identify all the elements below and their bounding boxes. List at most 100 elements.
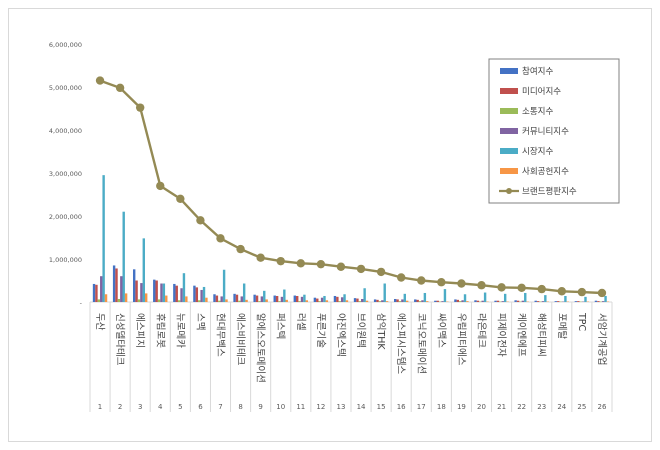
rank-label: 8 xyxy=(238,403,242,411)
line-point xyxy=(316,259,326,269)
bar-미디어지수 xyxy=(235,294,239,302)
bar-참여지수 xyxy=(293,295,297,302)
bar-layer xyxy=(92,175,610,302)
bar-사회공헌지수 xyxy=(225,299,228,302)
bar-참여지수 xyxy=(92,283,96,302)
y-tick-label: 1,000,000 xyxy=(49,256,82,264)
legend-label: 시장지수 xyxy=(522,146,553,157)
bar-커뮤니티지수 xyxy=(240,296,243,302)
legend-label: 사회공헌지수 xyxy=(522,167,569,177)
legend-swatch xyxy=(500,108,518,114)
rank-label: 6 xyxy=(198,403,203,411)
bar-소통지수 xyxy=(278,301,281,302)
rank-label: 25 xyxy=(577,403,586,411)
bar-시장지수 xyxy=(242,283,246,302)
bar-사회공헌지수 xyxy=(205,297,208,302)
category-label: 싸이맥스 xyxy=(435,313,446,348)
bar-커뮤니티지수 xyxy=(300,296,304,302)
bar-사회공헌지수 xyxy=(365,300,369,302)
category-label: 피제이전자 xyxy=(496,313,507,357)
rank-label: 20 xyxy=(477,403,486,411)
bar-참여지수 xyxy=(313,297,317,302)
legend-label: 참여지수 xyxy=(522,66,553,77)
bar-사회공헌지수 xyxy=(185,296,188,302)
bar-커뮤니티지수 xyxy=(501,301,504,302)
bar-사회공헌지수 xyxy=(265,299,268,302)
category-label: 아진엑스텍 xyxy=(335,313,347,357)
category-label: 에스비비테크 xyxy=(235,313,246,366)
bar-참여지수 xyxy=(514,300,517,302)
line-point xyxy=(236,244,245,254)
bar-커뮤니티지수 xyxy=(260,296,264,302)
category-label: 포메탈 xyxy=(556,313,568,339)
category-label: 에스피시스템스 xyxy=(395,313,407,374)
bar-참여지수 xyxy=(173,283,176,302)
bar-참여지수 xyxy=(494,300,497,302)
rank-label: 7 xyxy=(218,403,222,411)
bar-커뮤니티지수 xyxy=(421,300,424,302)
rank-label: 26 xyxy=(598,403,607,411)
line-point xyxy=(437,278,446,287)
bar-미디어지수 xyxy=(597,301,600,302)
bar-참여지수 xyxy=(112,265,116,302)
legend-label: 소통지수 xyxy=(522,107,553,117)
bar-미디어지수 xyxy=(255,295,259,302)
bar-참여지수 xyxy=(393,298,397,302)
line-point xyxy=(597,288,607,298)
y-tick-label: 5,000,000 xyxy=(49,84,82,92)
category-label: 알에스오토메이션 xyxy=(255,313,266,383)
bar-참여지수 xyxy=(434,300,437,302)
bar-커뮤니티지수 xyxy=(140,283,143,302)
category-label: 서암기계공업 xyxy=(596,313,608,365)
bar-참여지수 xyxy=(454,299,457,302)
y-tick-label: 6,000,000 xyxy=(49,41,82,49)
category-label: 에스피지 xyxy=(134,313,145,348)
bar-커뮤니티지수 xyxy=(521,300,525,302)
y-tick-label: 3,000,000 xyxy=(49,170,82,178)
bar-미디어지수 xyxy=(275,295,279,302)
bar-커뮤니티지수 xyxy=(361,298,364,302)
bar-소통지수 xyxy=(258,301,261,302)
bar-사회공헌지수 xyxy=(144,293,148,302)
bar-커뮤니티지수 xyxy=(481,300,484,302)
line-point xyxy=(336,262,346,271)
rank-label: 19 xyxy=(457,403,466,411)
bar-사회공헌지수 xyxy=(165,295,168,302)
bar-참여지수 xyxy=(534,300,537,302)
category-label: 스맥 xyxy=(194,313,205,330)
bar-소통지수 xyxy=(137,299,141,302)
bar-커뮤니티지수 xyxy=(280,296,284,302)
bar-참여지수 xyxy=(353,298,357,302)
category-label: 신성델타테크 xyxy=(114,313,126,366)
line-point xyxy=(196,216,205,225)
bar-소통지수 xyxy=(459,301,462,302)
bar-미디어지수 xyxy=(476,300,480,302)
line-point xyxy=(517,283,526,293)
bar-시장지수 xyxy=(122,211,125,302)
bar-소통지수 xyxy=(378,301,382,302)
bar-커뮤니티지수 xyxy=(441,301,444,302)
bar-미디어지수 xyxy=(456,299,460,302)
bar-커뮤니티지수 xyxy=(160,283,163,302)
bar-커뮤니티지수 xyxy=(461,300,464,302)
bar-소통지수 xyxy=(97,299,101,302)
bar-미디어지수 xyxy=(516,300,520,302)
bar-커뮤니티지수 xyxy=(120,276,123,302)
bar-미디어지수 xyxy=(536,301,540,302)
bar-미디어지수 xyxy=(557,301,560,302)
line-point xyxy=(376,267,386,277)
bar-사회공헌지수 xyxy=(405,300,409,302)
bar-미디어지수 xyxy=(95,284,98,302)
line-point xyxy=(176,194,185,203)
category-label: 라온테크 xyxy=(476,313,487,348)
bar-미디어지수 xyxy=(155,280,158,302)
line-point xyxy=(417,276,426,285)
bar-사회공헌지수 xyxy=(305,300,309,302)
legend-swatch-marker xyxy=(506,188,512,194)
bar-참여지수 xyxy=(253,294,256,302)
bar-시장지수 xyxy=(524,292,527,302)
line-point xyxy=(557,287,567,296)
bar-시장지수 xyxy=(303,294,306,302)
bar-미디어지수 xyxy=(577,301,580,302)
